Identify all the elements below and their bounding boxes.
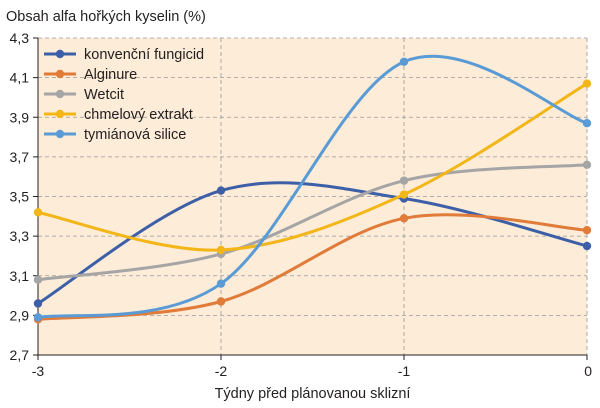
chart-title: Obsah alfa hořkých kyselin (%) xyxy=(6,9,206,25)
series-line xyxy=(36,54,589,319)
data-point xyxy=(216,245,226,255)
data-point xyxy=(216,297,226,306)
y-tick-label: 2,9 xyxy=(10,307,30,323)
data-point xyxy=(399,57,409,66)
legend-swatch-marker xyxy=(55,89,65,99)
legend-item: chmelový extrakt xyxy=(44,107,193,123)
data-point xyxy=(399,214,409,223)
legend-label: chmelový extrakt xyxy=(84,107,193,123)
x-tick-label: -3 xyxy=(32,363,45,379)
data-point xyxy=(33,313,43,322)
x-axis-label: Týdny před plánovanou sklizní xyxy=(215,386,411,402)
y-tick-label: 3,9 xyxy=(10,109,30,125)
y-tick-label: 3,1 xyxy=(10,268,30,284)
series-line xyxy=(36,82,589,252)
data-point xyxy=(33,299,43,308)
legend-swatch-marker xyxy=(55,69,65,79)
legend-label: Wetcit xyxy=(84,87,124,103)
y-tick-label: 2,7 xyxy=(10,347,30,363)
legend-item: tymiánová silice xyxy=(44,127,186,143)
data-point xyxy=(582,118,592,128)
data-point xyxy=(33,275,43,284)
legend-swatch-marker xyxy=(55,129,65,139)
legend-item: konvenční fungicid xyxy=(44,47,204,63)
data-point xyxy=(582,79,592,88)
legend-item: Wetcit xyxy=(44,87,124,103)
x-tick-label: -1 xyxy=(398,363,411,379)
y-tick-label: 3,7 xyxy=(10,149,30,165)
data-point xyxy=(33,208,43,217)
axes: 2,7 2,9 3,1 3,3 3,5 3,7 3,9 4,1 4,3 -3 -2 -1 0 xyxy=(10,30,593,379)
y-tick-label: 3,3 xyxy=(10,228,30,244)
series-lines xyxy=(33,54,592,324)
legend-swatch-marker xyxy=(55,49,65,59)
legend-label: konvenční fungicid xyxy=(84,47,204,63)
data-point xyxy=(399,176,409,185)
data-point xyxy=(582,241,592,251)
legend-swatch-marker xyxy=(55,109,65,119)
series-5 xyxy=(33,54,592,322)
legend: konvenční fungicid Alginure Wetcit chmelový… xyxy=(44,47,204,143)
x-tick-label: 0 xyxy=(584,363,592,379)
data-point xyxy=(582,160,592,169)
legend-label: tymiánová silice xyxy=(84,127,186,143)
x-tick-label: -2 xyxy=(215,363,228,379)
data-point xyxy=(399,190,409,199)
data-point xyxy=(582,225,592,235)
data-point xyxy=(216,186,226,195)
series-4 xyxy=(33,79,592,255)
series-line xyxy=(36,163,589,282)
series-line xyxy=(36,181,589,305)
y-tick-label: 4,3 xyxy=(10,30,30,46)
y-tick-label: 3,5 xyxy=(10,189,30,205)
legend-item: Alginure xyxy=(44,67,137,83)
data-point xyxy=(216,279,226,288)
legend-label: Alginure xyxy=(84,67,137,83)
y-tick-label: 4,1 xyxy=(10,70,30,86)
